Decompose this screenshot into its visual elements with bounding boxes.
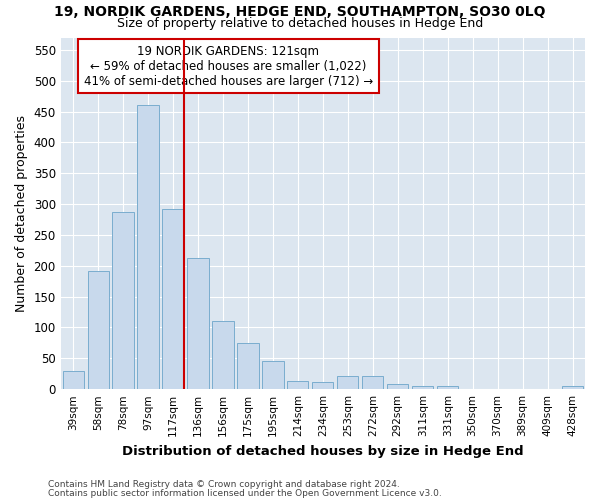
Bar — [112, 212, 134, 389]
Bar — [337, 376, 358, 389]
Bar — [62, 370, 84, 389]
Text: Contains public sector information licensed under the Open Government Licence v3: Contains public sector information licen… — [48, 488, 442, 498]
Bar — [238, 343, 259, 389]
Bar — [212, 322, 233, 389]
Text: 19 NORDIK GARDENS: 121sqm
← 59% of detached houses are smaller (1,022)
41% of se: 19 NORDIK GARDENS: 121sqm ← 59% of detac… — [84, 44, 373, 88]
Bar — [262, 361, 284, 389]
Bar — [163, 209, 184, 389]
Bar — [287, 380, 308, 389]
Y-axis label: Number of detached properties: Number of detached properties — [15, 115, 28, 312]
Bar — [137, 106, 158, 389]
Bar — [387, 384, 409, 389]
Text: Contains HM Land Registry data © Crown copyright and database right 2024.: Contains HM Land Registry data © Crown c… — [48, 480, 400, 489]
Text: Size of property relative to detached houses in Hedge End: Size of property relative to detached ho… — [117, 18, 483, 30]
Bar — [362, 376, 383, 389]
Bar — [437, 386, 458, 389]
Bar — [562, 386, 583, 389]
Bar — [412, 386, 433, 389]
X-axis label: Distribution of detached houses by size in Hedge End: Distribution of detached houses by size … — [122, 444, 524, 458]
Text: 19, NORDIK GARDENS, HEDGE END, SOUTHAMPTON, SO30 0LQ: 19, NORDIK GARDENS, HEDGE END, SOUTHAMPT… — [54, 5, 546, 19]
Bar — [312, 382, 334, 389]
Bar — [88, 270, 109, 389]
Bar — [187, 258, 209, 389]
